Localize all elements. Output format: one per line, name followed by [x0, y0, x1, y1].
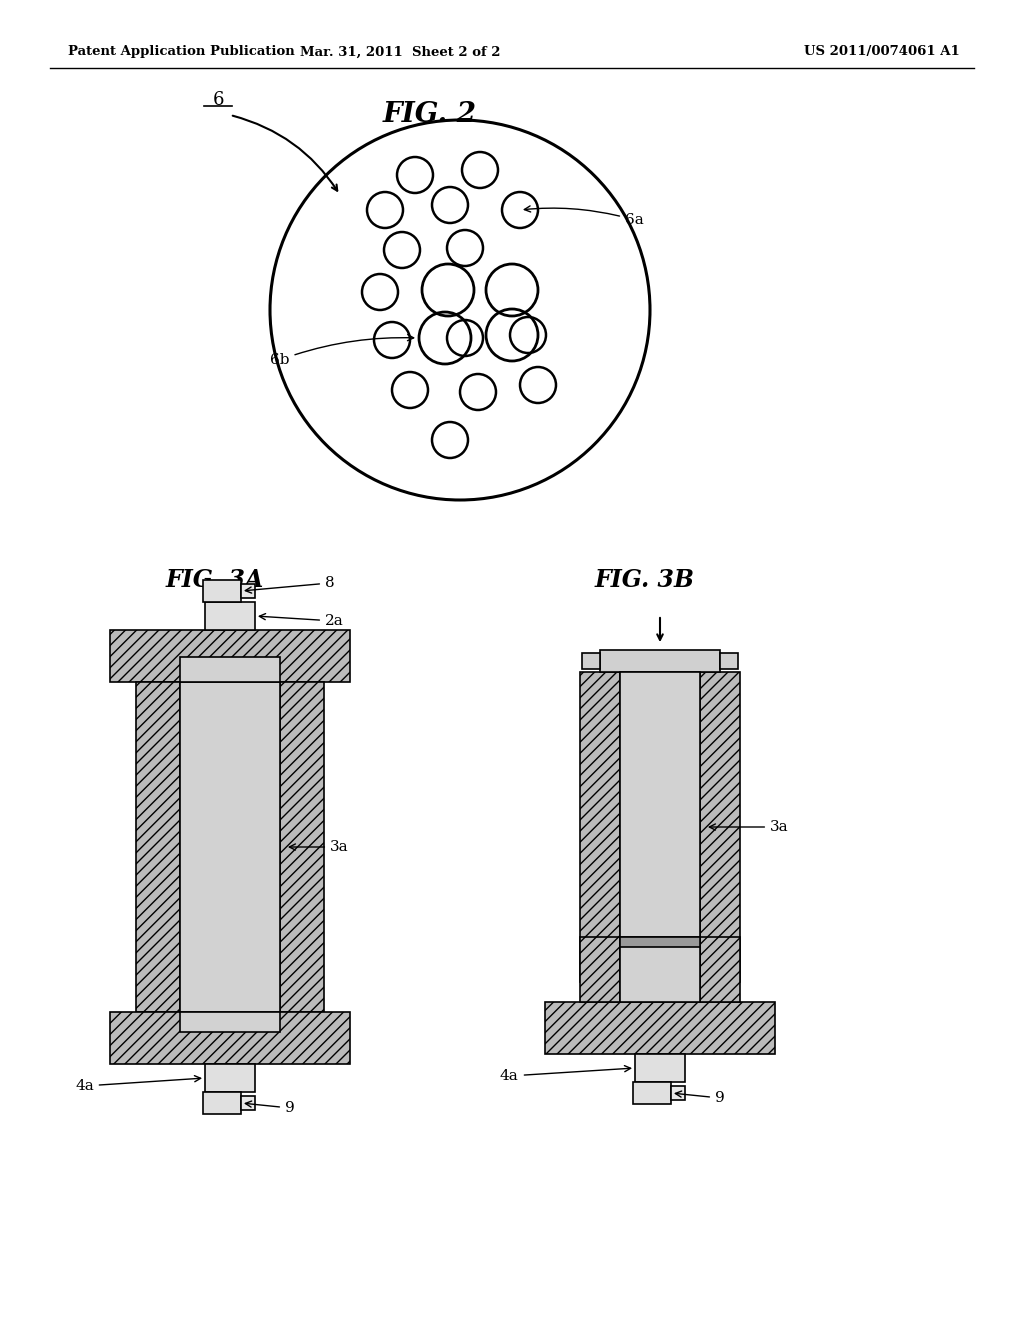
Bar [700, 937, 740, 1002]
Text: Patent Application Publication: Patent Application Publication [68, 45, 295, 58]
Text: 3a: 3a [710, 820, 788, 834]
Text: 4a: 4a [500, 1065, 631, 1082]
Bar [136, 682, 180, 1012]
Text: US 2011/0074061 A1: US 2011/0074061 A1 [804, 45, 961, 58]
Bar [545, 1002, 775, 1053]
Bar [203, 1092, 241, 1114]
Text: 6b: 6b [270, 334, 414, 367]
Bar [241, 583, 255, 598]
Text: FIG. 3A: FIG. 3A [166, 568, 264, 591]
Text: 4a: 4a [75, 1076, 201, 1093]
Text: 9: 9 [246, 1101, 295, 1115]
Text: 2a: 2a [259, 614, 344, 628]
Text: 9: 9 [675, 1092, 725, 1105]
Bar [110, 630, 350, 682]
Bar [620, 672, 700, 982]
Bar [635, 1053, 685, 1082]
Bar [633, 1082, 671, 1104]
Bar [241, 1096, 255, 1110]
Bar [582, 653, 600, 669]
Text: 3a: 3a [290, 840, 348, 854]
Bar [700, 672, 740, 982]
Bar [205, 602, 255, 630]
Text: 6a: 6a [524, 206, 644, 227]
Bar [180, 682, 280, 1012]
Bar [280, 682, 324, 1012]
Bar [620, 937, 700, 946]
Bar [205, 1064, 255, 1092]
Bar [110, 1012, 350, 1064]
Bar [180, 657, 280, 682]
Bar [180, 1012, 280, 1032]
Bar [580, 937, 620, 1002]
Bar [203, 579, 241, 602]
Text: Mar. 31, 2011  Sheet 2 of 2: Mar. 31, 2011 Sheet 2 of 2 [300, 45, 501, 58]
Text: FIG. 2: FIG. 2 [383, 102, 477, 128]
Text: 6: 6 [212, 91, 224, 110]
Text: 8: 8 [246, 576, 335, 593]
Bar [671, 1086, 685, 1100]
Bar [580, 672, 620, 982]
Bar [620, 937, 700, 1002]
Bar [720, 653, 738, 669]
Text: FIG. 3B: FIG. 3B [595, 568, 695, 591]
Bar [600, 649, 720, 672]
